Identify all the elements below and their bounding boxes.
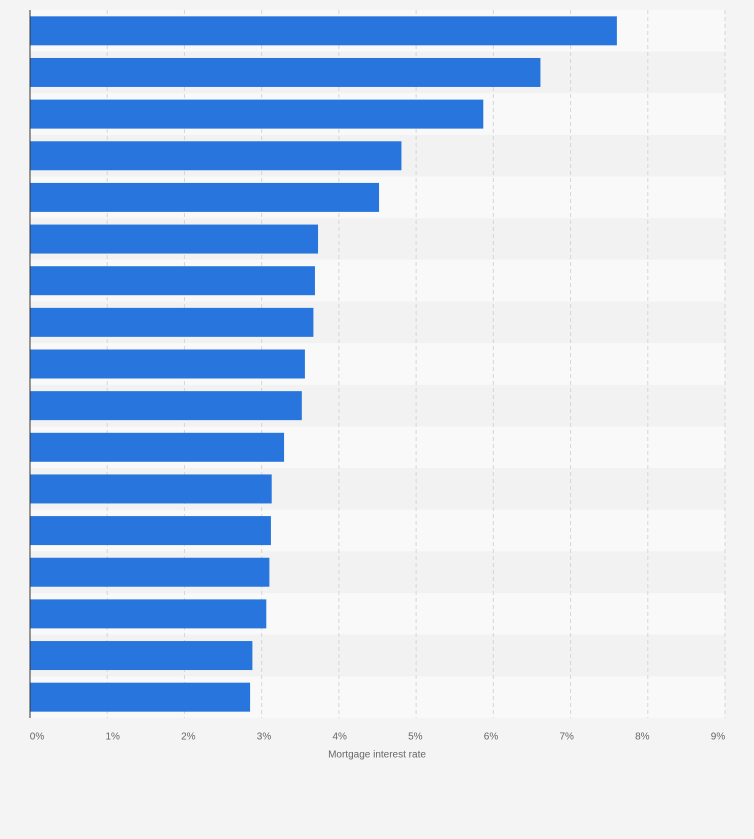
bar bbox=[30, 349, 305, 379]
x-tick-label: 8% bbox=[635, 732, 650, 743]
bar bbox=[30, 557, 270, 587]
x-tick-label: 9% bbox=[711, 732, 726, 743]
bar bbox=[30, 307, 314, 337]
x-tick-label: 2% bbox=[181, 732, 196, 743]
bar bbox=[30, 641, 253, 671]
x-tick-label: 6% bbox=[484, 732, 499, 743]
bar bbox=[30, 682, 251, 712]
bar bbox=[30, 432, 285, 462]
x-tick-label: 0% bbox=[30, 732, 45, 743]
bar bbox=[30, 474, 272, 504]
bar bbox=[30, 391, 302, 421]
bar bbox=[30, 599, 267, 629]
bar bbox=[30, 516, 271, 546]
bar bbox=[30, 266, 315, 296]
bar bbox=[30, 182, 380, 212]
bar bbox=[30, 16, 617, 46]
bar bbox=[30, 99, 484, 129]
bar bbox=[30, 141, 402, 171]
x-tick-label: 5% bbox=[408, 732, 423, 743]
x-tick-label: 3% bbox=[257, 732, 272, 743]
x-tick-label: 7% bbox=[559, 732, 574, 743]
x-tick-label: 1% bbox=[105, 732, 120, 743]
x-axis-label: Mortgage interest rate bbox=[328, 750, 426, 761]
bar bbox=[30, 224, 319, 254]
x-tick-label: 4% bbox=[332, 732, 347, 743]
bar bbox=[30, 57, 541, 87]
